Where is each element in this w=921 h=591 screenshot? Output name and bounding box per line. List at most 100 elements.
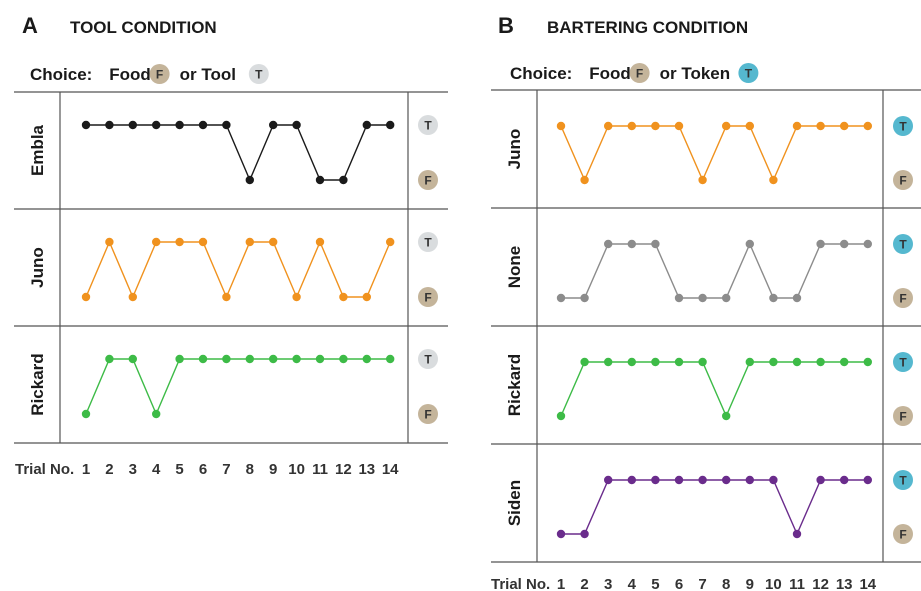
data-point — [152, 409, 161, 419]
choice-b-label: or Tool — [180, 65, 236, 84]
panel-title: BARTERING CONDITION — [547, 18, 748, 37]
data-point — [222, 354, 231, 364]
x-tick-label: 6 — [675, 576, 683, 591]
data-point — [556, 121, 566, 131]
data-point — [769, 293, 778, 303]
data-point — [627, 121, 636, 131]
x-tick-label: 2 — [105, 461, 113, 478]
tool-token-badge-icon — [418, 232, 438, 252]
y-level-T: T — [424, 353, 432, 367]
x-tick-label: 13 — [836, 576, 853, 591]
x-tick-label: 10 — [765, 576, 782, 591]
y-level-F: F — [899, 174, 906, 188]
data-point — [315, 175, 325, 185]
x-tick-label: 5 — [175, 461, 183, 478]
food-badge-icon — [893, 288, 913, 308]
data-point — [580, 529, 589, 539]
data-point — [222, 292, 231, 302]
data-point — [745, 357, 754, 367]
data-point — [840, 357, 849, 367]
x-tick-label: 12 — [335, 461, 352, 478]
data-point — [386, 237, 395, 247]
data-point — [152, 120, 161, 130]
data-point — [674, 475, 684, 485]
data-point — [816, 357, 825, 367]
data-point — [651, 239, 660, 249]
x-tick-label: 14 — [382, 461, 399, 478]
row-none: None T F — [505, 234, 913, 308]
data-point — [769, 175, 778, 185]
data-point — [198, 354, 208, 364]
series-label: Juno — [505, 129, 524, 170]
series-line — [85, 358, 391, 416]
x-tick-label: 7 — [222, 461, 230, 478]
x-tick-label: 9 — [269, 461, 277, 478]
data-point — [674, 357, 684, 367]
y-level-T: T — [424, 119, 432, 133]
data-point — [362, 354, 371, 364]
food-badge-letter: F — [156, 68, 163, 82]
series-line — [560, 125, 868, 182]
food-badge-icon — [418, 404, 438, 424]
y-level-T: T — [899, 238, 907, 252]
data-point — [816, 475, 825, 485]
data-point — [198, 120, 208, 130]
food-badge-icon — [418, 287, 438, 307]
data-point — [386, 120, 395, 130]
food-badge-icon — [418, 170, 438, 190]
series-label: None — [505, 246, 524, 289]
data-point — [245, 175, 254, 185]
data-point — [292, 120, 301, 130]
data-point — [627, 357, 636, 367]
series-label: Siden — [505, 480, 524, 526]
data-point — [105, 120, 114, 130]
data-point — [315, 237, 325, 247]
data-point — [722, 411, 731, 421]
x-tick-label: 12 — [812, 576, 829, 591]
x-tick-label: 4 — [152, 461, 161, 478]
food-badge-icon — [149, 64, 170, 84]
data-point — [816, 121, 825, 131]
series-line — [561, 242, 868, 299]
data-point — [792, 121, 802, 131]
row-rickard: Rickard T F — [28, 349, 438, 424]
data-point — [292, 354, 301, 364]
row-embla: Embla T F — [28, 115, 438, 190]
data-point — [245, 354, 254, 364]
x-tick-label: 9 — [746, 576, 754, 591]
data-point — [604, 357, 613, 367]
data-point — [651, 475, 660, 485]
x-tick-label: 1 — [82, 461, 90, 478]
data-point — [863, 357, 872, 367]
data-point — [339, 175, 348, 185]
alt-badge-letter: T — [255, 68, 263, 82]
food-badge-icon — [893, 170, 913, 190]
data-point — [792, 293, 802, 303]
data-point — [863, 475, 872, 485]
data-point — [627, 239, 636, 249]
alt-badge-letter: T — [745, 67, 753, 81]
data-point — [651, 357, 660, 367]
panel-letter: B — [498, 13, 514, 38]
panel-letter: A — [22, 13, 38, 38]
data-point — [105, 237, 114, 247]
y-level-F: F — [899, 528, 906, 542]
y-level-T: T — [899, 120, 907, 134]
tool-token-badge-icon — [893, 470, 913, 490]
data-point — [198, 237, 208, 247]
choice-prefix: Choice: — [30, 65, 92, 84]
x-tick-label: 14 — [859, 576, 876, 591]
data-point — [556, 411, 566, 421]
series-label: Rickard — [505, 354, 524, 416]
data-point — [698, 175, 707, 185]
x-axis-label: Trial No. — [491, 576, 550, 591]
data-point — [604, 121, 613, 131]
data-point — [362, 292, 371, 302]
data-point — [175, 120, 184, 130]
x-tick-label: 8 — [722, 576, 730, 591]
y-level-T: T — [899, 474, 907, 488]
data-point — [245, 237, 254, 247]
tool-token-badge-icon — [418, 115, 438, 135]
series-line — [86, 124, 391, 182]
